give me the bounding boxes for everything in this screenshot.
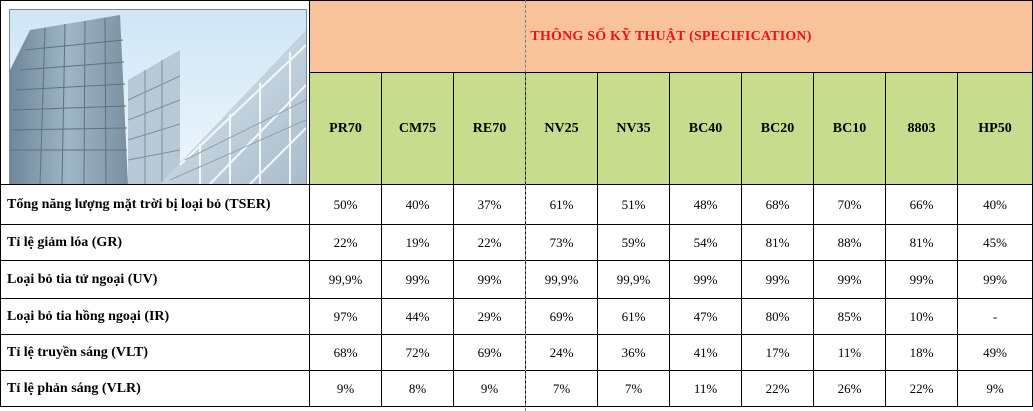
building-photo bbox=[9, 9, 307, 184]
table-cell: 9% bbox=[453, 370, 526, 407]
building-photo-cell bbox=[0, 0, 310, 185]
table-cell: 73% bbox=[525, 224, 598, 261]
table-cell: 37% bbox=[453, 184, 526, 225]
table-cell: 11% bbox=[813, 334, 886, 371]
model-header: BC20 bbox=[741, 72, 814, 185]
table-cell: 22% bbox=[885, 370, 958, 407]
table-cell: 88% bbox=[813, 224, 886, 261]
table-cell: 80% bbox=[741, 298, 814, 335]
model-header: 8803 bbox=[885, 72, 958, 185]
row-label: Loại bỏ tia tử ngoại (UV) bbox=[0, 260, 310, 299]
table-cell: 8% bbox=[381, 370, 454, 407]
table-cell: 81% bbox=[741, 224, 814, 261]
table-cell: 70% bbox=[813, 184, 886, 225]
model-header: BC40 bbox=[669, 72, 742, 185]
table-cell: 22% bbox=[741, 370, 814, 407]
table-cell: 24% bbox=[525, 334, 598, 371]
table-cell: 50% bbox=[309, 184, 382, 225]
table-cell: 72% bbox=[381, 334, 454, 371]
table-cell: 99,9% bbox=[525, 260, 598, 299]
table-cell: 97% bbox=[309, 298, 382, 335]
row-label: Tỉ lệ phản sáng (VLR) bbox=[0, 370, 310, 407]
table-row: Tỉ lệ truyền sáng (VLT) 68% 72% 69% 24% … bbox=[0, 334, 1033, 371]
model-header: BC10 bbox=[813, 72, 886, 185]
table-cell: 99% bbox=[381, 260, 454, 299]
model-header: PR70 bbox=[309, 72, 382, 185]
table-cell: 22% bbox=[309, 224, 382, 261]
table-cell: 11% bbox=[669, 370, 742, 407]
table-row: Loại bỏ tia hồng ngoại (IR) 97% 44% 29% … bbox=[0, 298, 1033, 335]
table-cell: 36% bbox=[597, 334, 670, 371]
spec-header-title: THÔNG SỐ KỸ THUẬT (SPECIFICATION) bbox=[308, 0, 1033, 73]
table-cell: 61% bbox=[597, 298, 670, 335]
table-cell: 9% bbox=[309, 370, 382, 407]
table-cell: 99% bbox=[453, 260, 526, 299]
table-cell: 17% bbox=[741, 334, 814, 371]
table-cell: 9% bbox=[956, 370, 1033, 407]
table-cell: 54% bbox=[669, 224, 742, 261]
table-cell: 47% bbox=[669, 298, 742, 335]
table-cell: 18% bbox=[885, 334, 958, 371]
row-label: Tỉ lệ giảm lóa (GR) bbox=[0, 224, 310, 261]
table-cell: 99,9% bbox=[309, 260, 382, 299]
table-cell: 26% bbox=[813, 370, 886, 407]
table-cell: 99,9% bbox=[597, 260, 670, 299]
table-cell: 99% bbox=[813, 260, 886, 299]
model-header: RE70 bbox=[453, 72, 526, 185]
table-cell: 19% bbox=[381, 224, 454, 261]
table-row: Loại bỏ tia tử ngoại (UV) 99,9% 99% 99% … bbox=[0, 260, 1033, 299]
table-cell: 40% bbox=[956, 184, 1033, 225]
table-cell: 66% bbox=[885, 184, 958, 225]
model-header: CM75 bbox=[381, 72, 454, 185]
table-cell: 7% bbox=[597, 370, 670, 407]
model-header: NV35 bbox=[597, 72, 670, 185]
row-label: Tổng năng lượng mặt trời bị loại bỏ (TSE… bbox=[0, 184, 310, 225]
table-cell: 40% bbox=[381, 184, 454, 225]
table-cell: - bbox=[956, 298, 1033, 335]
table-cell: 99% bbox=[956, 260, 1033, 299]
table-cell: 68% bbox=[741, 184, 814, 225]
table-cell: 81% bbox=[885, 224, 958, 261]
table-cell: 29% bbox=[453, 298, 526, 335]
model-header: HP50 bbox=[956, 72, 1033, 185]
table-cell: 41% bbox=[669, 334, 742, 371]
table-cell: 7% bbox=[525, 370, 598, 407]
table-cell: 48% bbox=[669, 184, 742, 225]
table-cell: 99% bbox=[741, 260, 814, 299]
table-row: Tỉ lệ giảm lóa (GR) 22% 19% 22% 73% 59% … bbox=[0, 224, 1033, 261]
row-label: Loại bỏ tia hồng ngoại (IR) bbox=[0, 298, 310, 335]
row-label: Tỉ lệ truyền sáng (VLT) bbox=[0, 334, 310, 371]
table-cell: 49% bbox=[956, 334, 1033, 371]
table-cell: 99% bbox=[669, 260, 742, 299]
table-cell: 69% bbox=[525, 298, 598, 335]
table-cell: 68% bbox=[309, 334, 382, 371]
table-cell: 85% bbox=[813, 298, 886, 335]
table-cell: 69% bbox=[453, 334, 526, 371]
model-header: NV25 bbox=[525, 72, 598, 185]
table-cell: 61% bbox=[525, 184, 598, 225]
table-cell: 99% bbox=[885, 260, 958, 299]
table-row: Tỉ lệ phản sáng (VLR) 9% 8% 9% 7% 7% 11%… bbox=[0, 370, 1033, 407]
table-cell: 10% bbox=[885, 298, 958, 335]
table-cell: 44% bbox=[381, 298, 454, 335]
table-cell: 59% bbox=[597, 224, 670, 261]
table-cell: 22% bbox=[453, 224, 526, 261]
table-cell: 51% bbox=[597, 184, 670, 225]
table-row: Tổng năng lượng mặt trời bị loại bỏ (TSE… bbox=[0, 184, 1033, 225]
table-cell: 45% bbox=[956, 224, 1033, 261]
